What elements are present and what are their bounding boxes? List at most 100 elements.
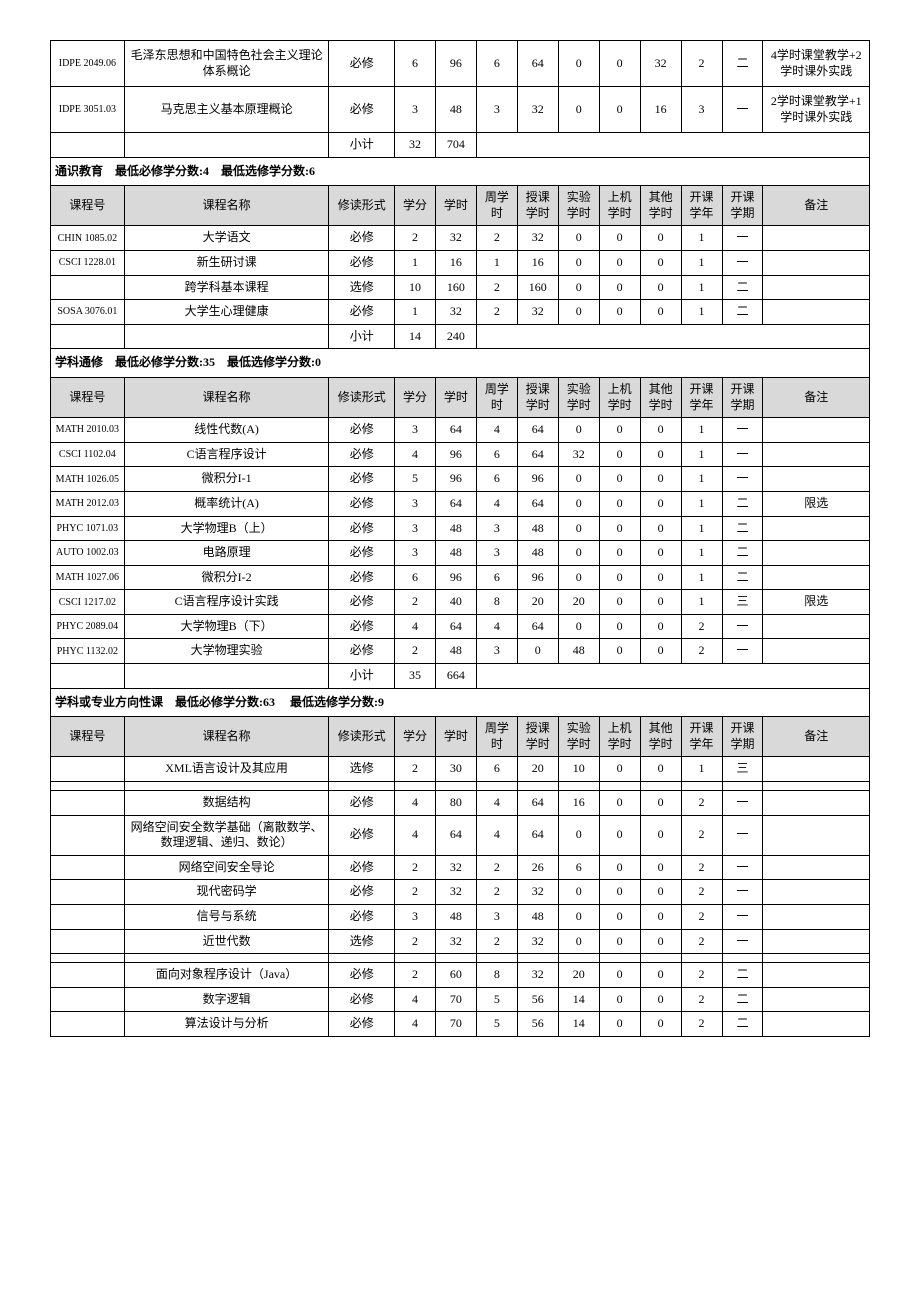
cell-lecture-hours: 48 — [517, 541, 558, 566]
cell-form: 选修 — [329, 929, 395, 954]
cell-credit: 2 — [395, 929, 436, 954]
column-header-row: 课程号课程名称修读形式学分学时周学时授课学时实验学时上机学时其他学时开课学年开课… — [51, 717, 870, 757]
cell-name: 信号与系统 — [124, 905, 329, 930]
cell-form: 必修 — [329, 300, 395, 325]
cell-hours: 96 — [435, 467, 476, 492]
cell-name — [124, 782, 329, 791]
cell-credit: 4 — [395, 614, 436, 639]
cell-form: 必修 — [329, 565, 395, 590]
cell-lab-hours: 14 — [558, 987, 599, 1012]
cell-hours: 16 — [435, 250, 476, 275]
hdr-hours: 学时 — [435, 186, 476, 226]
course-row — [51, 954, 870, 963]
cell-week-hours: 6 — [476, 442, 517, 467]
cell-note — [763, 614, 870, 639]
course-row: 跨学科基本课程选修1016021600001二 — [51, 275, 870, 300]
cell-computer-hours: 0 — [599, 491, 640, 516]
cell-name: 大学生心理健康 — [124, 300, 329, 325]
cell-credit: 2 — [395, 855, 436, 880]
cell-lab-hours: 32 — [558, 442, 599, 467]
cell-year: 1 — [681, 467, 722, 492]
cell-computer-hours: 0 — [599, 516, 640, 541]
cell-form: 必修 — [329, 905, 395, 930]
cell-hours: 80 — [435, 791, 476, 816]
cell-form: 必修 — [329, 516, 395, 541]
cell-note: 限选 — [763, 590, 870, 615]
cell-year: 1 — [681, 516, 722, 541]
cell-year: 2 — [681, 614, 722, 639]
cell-computer-hours: 0 — [599, 226, 640, 251]
cell-form: 必修 — [329, 442, 395, 467]
cell-lab-hours: 0 — [558, 491, 599, 516]
cell-lab-hours: 0 — [558, 614, 599, 639]
hdr-form: 修读形式 — [329, 186, 395, 226]
cell-other-hours: 0 — [640, 442, 681, 467]
course-row: 数据结构必修48046416002一 — [51, 791, 870, 816]
hdr-week-hours: 周学时 — [476, 377, 517, 417]
cell-credit: 4 — [395, 987, 436, 1012]
cell-credit: 3 — [395, 87, 436, 133]
course-row: CHIN 1085.02大学语文必修2322320001一 — [51, 226, 870, 251]
cell-computer-hours: 0 — [599, 87, 640, 133]
cell-semester: 一 — [722, 880, 763, 905]
cell-computer-hours: 0 — [599, 963, 640, 988]
cell-week-hours — [476, 782, 517, 791]
cell-semester: 二 — [722, 541, 763, 566]
cell-other-hours — [640, 782, 681, 791]
cell-note — [763, 442, 870, 467]
cell-year — [681, 782, 722, 791]
cell-lecture-hours: 56 — [517, 1012, 558, 1037]
course-row: 网络空间安全数学基础（离散数学、数理逻辑、递归、数论）必修4644640002一 — [51, 815, 870, 855]
cell-note: 限选 — [763, 491, 870, 516]
cell-note — [763, 565, 870, 590]
cell-form: 必修 — [329, 815, 395, 855]
cell-code — [51, 324, 125, 349]
cell-week-hours: 6 — [476, 41, 517, 87]
cell-lecture-hours: 64 — [517, 491, 558, 516]
hdr-credit: 学分 — [395, 377, 436, 417]
cell-week-hours: 4 — [476, 614, 517, 639]
cell-code: PHYC 1132.02 — [51, 639, 125, 664]
subtotal-row: 小计35664 — [51, 664, 870, 689]
cell-semester: 二 — [722, 963, 763, 988]
section-title: 学科通修 最低必修学分数:35 最低选修学分数:0 — [51, 349, 870, 378]
cell-form: 必修 — [329, 590, 395, 615]
cell-name: 微积分I-2 — [124, 565, 329, 590]
cell-lecture-hours: 48 — [517, 516, 558, 541]
cell-note — [763, 275, 870, 300]
cell-name — [124, 954, 329, 963]
cell-computer-hours: 0 — [599, 41, 640, 87]
cell-hours: 70 — [435, 1012, 476, 1037]
cell-lecture-hours: 32 — [517, 87, 558, 133]
section-title-row: 学科或专业方向性课 最低必修学分数:63 最低选修学分数:9 — [51, 688, 870, 717]
cell-credit: 3 — [395, 541, 436, 566]
cell-computer-hours: 0 — [599, 987, 640, 1012]
cell-computer-hours: 0 — [599, 791, 640, 816]
course-row: MATH 2010.03线性代数(A)必修3644640001一 — [51, 418, 870, 443]
cell-other-hours: 0 — [640, 275, 681, 300]
subtotal-credit: 32 — [395, 133, 436, 158]
hdr-lecture-hours: 授课学时 — [517, 717, 558, 757]
cell-name: 大学语文 — [124, 226, 329, 251]
cell-code: SOSA 3076.01 — [51, 300, 125, 325]
cell-lecture-hours: 0 — [517, 639, 558, 664]
cell-name: 跨学科基本课程 — [124, 275, 329, 300]
cell-note — [763, 815, 870, 855]
cell-week-hours: 2 — [476, 300, 517, 325]
hdr-code: 课程号 — [51, 717, 125, 757]
cell-lab-hours: 48 — [558, 639, 599, 664]
cell-week-hours: 2 — [476, 855, 517, 880]
cell-credit: 6 — [395, 41, 436, 87]
cell-hours: 48 — [435, 516, 476, 541]
cell-hours: 64 — [435, 614, 476, 639]
cell-hours: 32 — [435, 226, 476, 251]
cell-other-hours: 0 — [640, 1012, 681, 1037]
course-row: PHYC 1132.02大学物理实验必修2483048002一 — [51, 639, 870, 664]
cell-semester: 一 — [722, 614, 763, 639]
section-title: 通识教育 最低必修学分数:4 最低选修学分数:6 — [51, 157, 870, 186]
cell-form: 选修 — [329, 757, 395, 782]
hdr-credit: 学分 — [395, 717, 436, 757]
cell-code: IDPE 2049.06 — [51, 41, 125, 87]
cell-hours: 32 — [435, 300, 476, 325]
subtotal-blank — [476, 664, 869, 689]
